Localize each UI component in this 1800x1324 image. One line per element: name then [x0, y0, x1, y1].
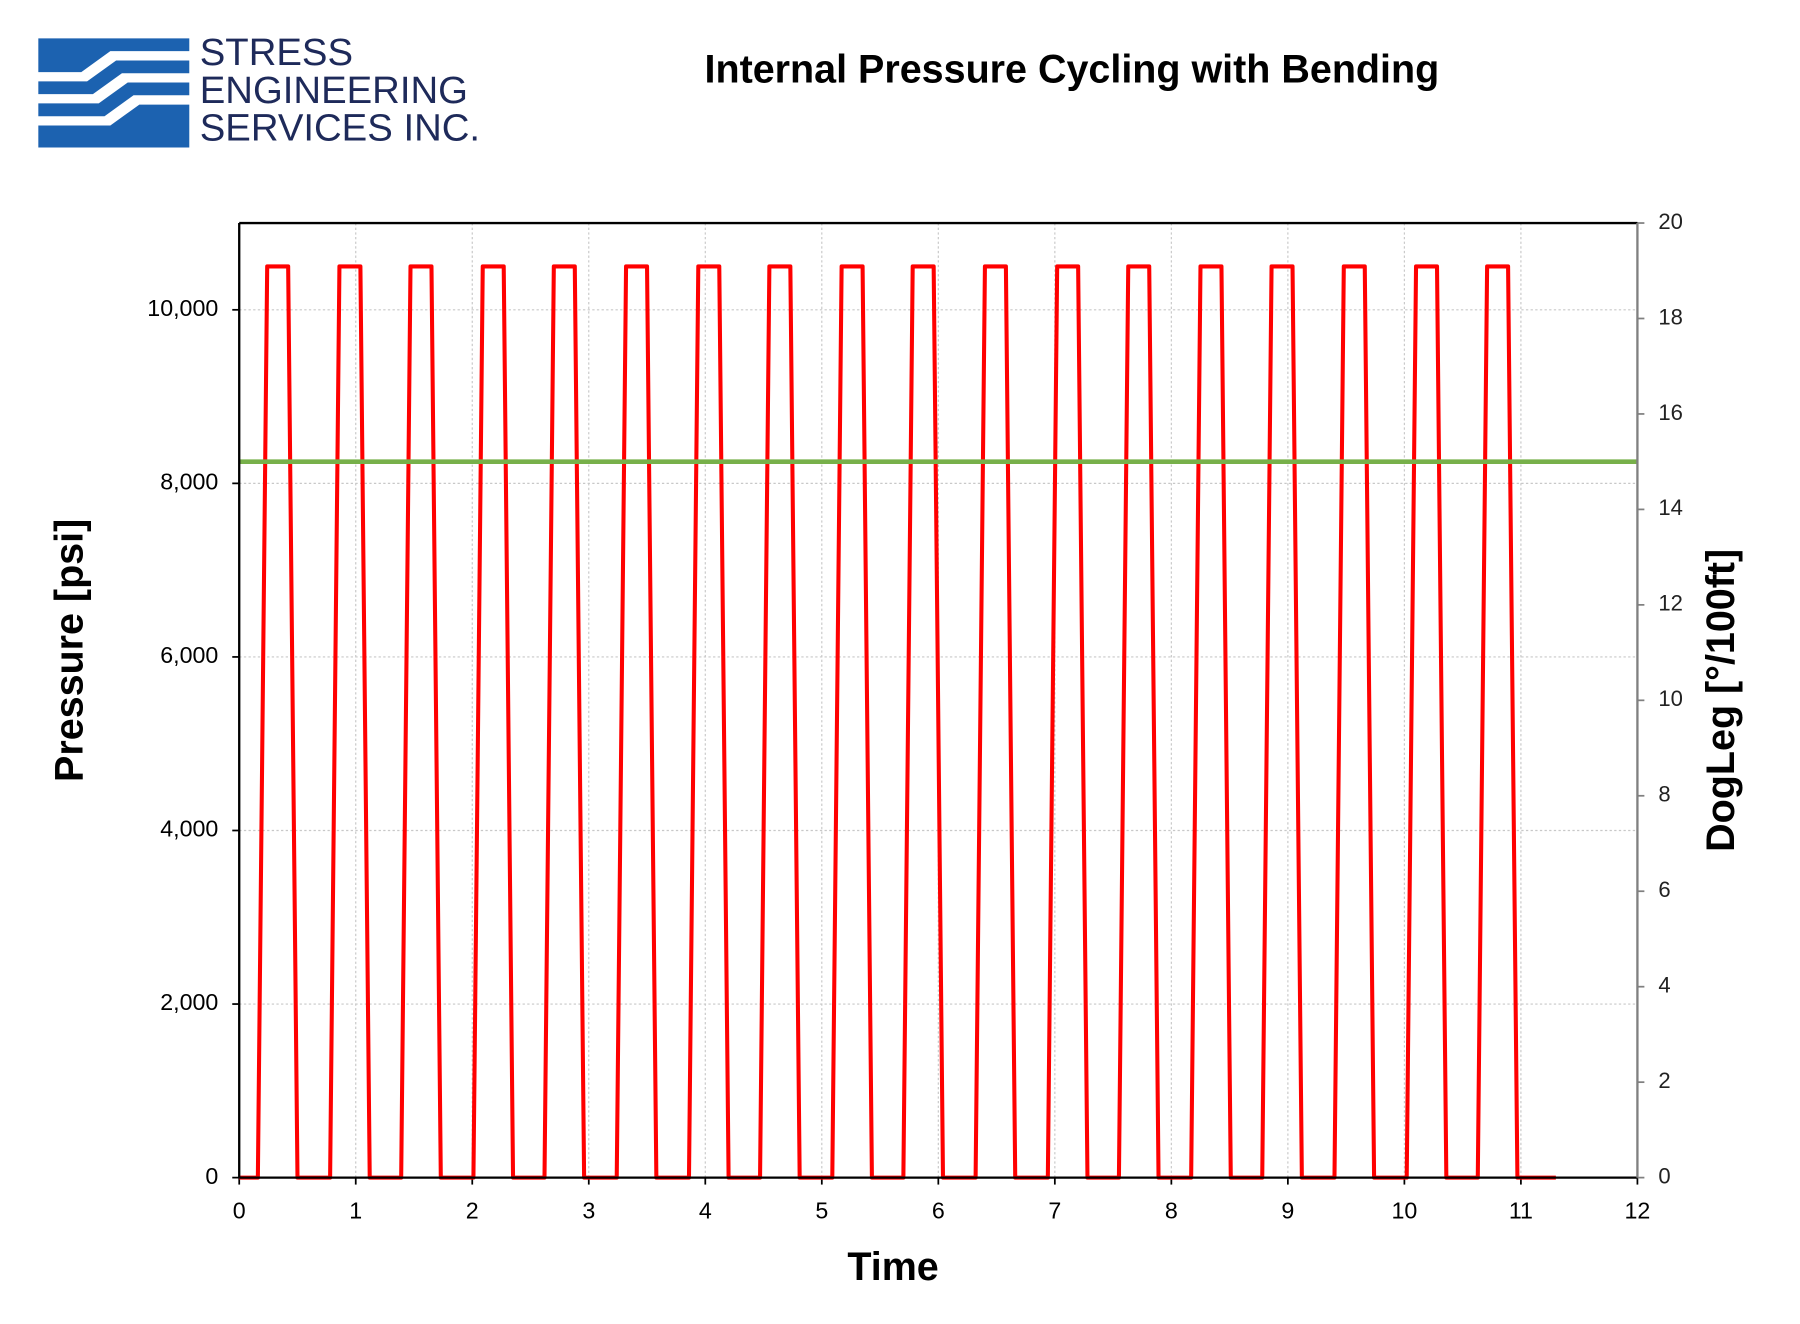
x-tick-label: 8: [1165, 1198, 1178, 1224]
logo: STRESS ENGINEERING SERVICES INC.: [38, 31, 480, 149]
y2-tick-label: 16: [1658, 400, 1683, 425]
y2-tick-label: 0: [1658, 1163, 1670, 1188]
y-tick-label: 0: [205, 1163, 218, 1189]
x-tick-label: 6: [932, 1198, 945, 1224]
logo-stripe: [38, 60, 190, 95]
y2-tick-label: 20: [1658, 209, 1683, 234]
logo-text: SERVICES INC.: [200, 106, 480, 149]
y2-tick-label: 4: [1658, 973, 1670, 998]
x-tick-label: 11: [1509, 1198, 1533, 1224]
y-tick-label: 8,000: [160, 469, 218, 495]
x-tick-label: 5: [815, 1198, 828, 1224]
logo-stripe: [38, 82, 190, 117]
y-axis-label: Pressure [psi]: [47, 519, 91, 782]
y2-tick-label: 14: [1658, 495, 1683, 520]
x-tick-label: 0: [233, 1198, 246, 1224]
logo-text: STRESS: [200, 31, 353, 74]
x-tick-label: 12: [1625, 1198, 1651, 1224]
x-tick-label: 1: [349, 1198, 362, 1224]
y2-tick-label: 6: [1658, 877, 1670, 902]
y2-tick-label: 10: [1658, 686, 1683, 711]
y2-tick-label: 12: [1658, 591, 1683, 616]
x-tick-label: 3: [582, 1198, 595, 1224]
y-tick-label: 10,000: [147, 295, 218, 321]
y2-tick-label: 8: [1658, 782, 1670, 807]
x-tick-label: 2: [466, 1198, 479, 1224]
y-tick-label: 2,000: [160, 989, 218, 1015]
y2-tick-label: 18: [1658, 304, 1683, 329]
x-tick-label: 4: [699, 1198, 712, 1224]
x-tick-label: 10: [1391, 1198, 1417, 1224]
logo-text: ENGINEERING: [200, 69, 468, 112]
logo-stripe: [38, 104, 190, 148]
data-line: [239, 264, 1556, 1180]
y-tick-label: 6,000: [160, 642, 218, 668]
y-tick-label: 4,000: [160, 816, 218, 842]
x-axis-label: Time: [847, 1245, 938, 1289]
x-tick-label: 7: [1048, 1198, 1061, 1224]
y2-axis-label: DogLeg [°/100ft]: [1699, 549, 1743, 852]
logo-stripe: [38, 38, 190, 73]
x-tick-label: 9: [1281, 1198, 1294, 1224]
chart-title: Internal Pressure Cycling with Bending: [705, 47, 1440, 91]
y2-tick-label: 2: [1658, 1068, 1670, 1093]
